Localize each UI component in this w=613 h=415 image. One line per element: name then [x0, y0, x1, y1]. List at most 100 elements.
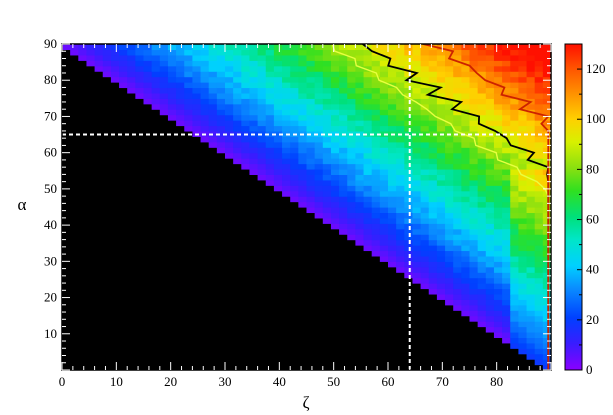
heatmap-cell [371, 120, 381, 127]
heatmap-cell [428, 76, 438, 83]
heatmap-cell [542, 337, 551, 344]
heatmap-cell [445, 49, 454, 56]
heatmap-cell [502, 163, 511, 170]
heatmap-cell [216, 76, 226, 83]
heatmap-cell [461, 136, 471, 143]
heatmap-cell [151, 54, 161, 61]
heatmap-cell [330, 82, 340, 89]
heatmap-cell [282, 168, 291, 175]
heatmap-cell [192, 98, 202, 105]
heatmap-cell [216, 71, 226, 78]
heatmap-cell [485, 266, 495, 273]
heatmap-cell [453, 87, 462, 94]
heatmap-cell [314, 174, 324, 181]
heatmap-cell [510, 245, 519, 252]
heatmap-cell [102, 44, 112, 51]
heatmap-cell [176, 49, 185, 56]
heatmap-cell [273, 44, 283, 51]
heatmap-cell [510, 141, 519, 148]
heatmap-cell [379, 190, 389, 197]
heatmap-cell [225, 136, 234, 143]
heatmap-cell [453, 71, 462, 78]
heatmap-cell [225, 125, 234, 132]
heatmap-cell [469, 65, 479, 72]
heatmap-cell [542, 185, 551, 192]
heatmap-cell [339, 174, 348, 181]
heatmap-cell [428, 49, 438, 56]
heatmap-layer [62, 44, 551, 370]
heatmap-cell [510, 109, 519, 116]
heatmap-cell [135, 65, 145, 72]
heatmap-cell [249, 163, 259, 170]
heatmap-cell [273, 76, 283, 83]
heatmap-cell [363, 82, 373, 89]
heatmap-cell [461, 152, 471, 159]
heatmap-cell [526, 277, 536, 284]
heatmap-cell [420, 266, 430, 273]
heatmap-cell [412, 54, 422, 61]
heatmap-cell [314, 201, 324, 208]
heatmap-cell [371, 217, 381, 224]
heatmap-cell [62, 44, 71, 51]
heatmap-cell [542, 207, 551, 214]
heatmap-cell [119, 82, 128, 89]
heatmap-cell [477, 168, 487, 175]
heatmap-cell [493, 190, 503, 197]
heatmap-cell [420, 239, 430, 246]
heatmap-cell [469, 87, 479, 94]
heatmap-cell [534, 168, 544, 175]
heatmap-cell [306, 60, 316, 67]
heatmap-cell [225, 114, 234, 121]
heatmap-cell [412, 228, 422, 235]
heatmap-cell [436, 261, 446, 268]
heatmap-cell [534, 293, 544, 300]
contour-line [422, 44, 551, 370]
heatmap-cell [257, 65, 267, 72]
heatmap-cell [290, 98, 299, 105]
heatmap-cell [151, 103, 161, 110]
heatmap-cell [330, 207, 340, 214]
heatmap-cell [282, 92, 291, 99]
heatmap-cell [404, 65, 414, 72]
heatmap-cell [461, 288, 471, 295]
heatmap-cell [290, 163, 299, 170]
heatmap-cell [453, 82, 462, 89]
heatmap-cell [469, 163, 479, 170]
heatmap-cell [453, 109, 462, 116]
heatmap-cell [412, 163, 422, 170]
heatmap-cell [542, 60, 551, 67]
heatmap-cell [257, 114, 267, 121]
heatmap-cell [461, 185, 471, 192]
heatmap-cell [469, 71, 479, 78]
heatmap-cell [493, 326, 503, 333]
heatmap-cell [469, 76, 479, 83]
heatmap-cell [518, 261, 528, 268]
heatmap-cell [510, 288, 519, 295]
heatmap-cell [355, 87, 365, 94]
heatmap-cell [526, 261, 536, 268]
heatmap-cell [534, 136, 544, 143]
heatmap-cell [322, 130, 332, 137]
heatmap-cell [502, 152, 511, 159]
heatmap-cell [339, 114, 348, 121]
heatmap-cell [379, 255, 389, 262]
heatmap-cell [485, 44, 495, 51]
heatmap-cell [241, 109, 251, 116]
heatmap-cell [167, 92, 177, 99]
heatmap-cell [388, 87, 397, 94]
heatmap-cell [477, 207, 487, 214]
heatmap-cell [363, 76, 373, 83]
heatmap-cell [534, 239, 544, 246]
heatmap-cell [110, 44, 120, 51]
heatmap-cell [110, 65, 120, 72]
x-tick-label: 40 [273, 374, 286, 389]
heatmap-cell [273, 168, 283, 175]
heatmap-cell [192, 103, 202, 110]
heatmap-cell [314, 71, 324, 78]
heatmap-cell [404, 185, 414, 192]
heatmap-cell [167, 98, 177, 105]
heatmap-cell [290, 152, 299, 159]
heatmap-cell [493, 49, 503, 56]
heatmap-cell [314, 163, 324, 170]
heatmap-cell [322, 217, 332, 224]
